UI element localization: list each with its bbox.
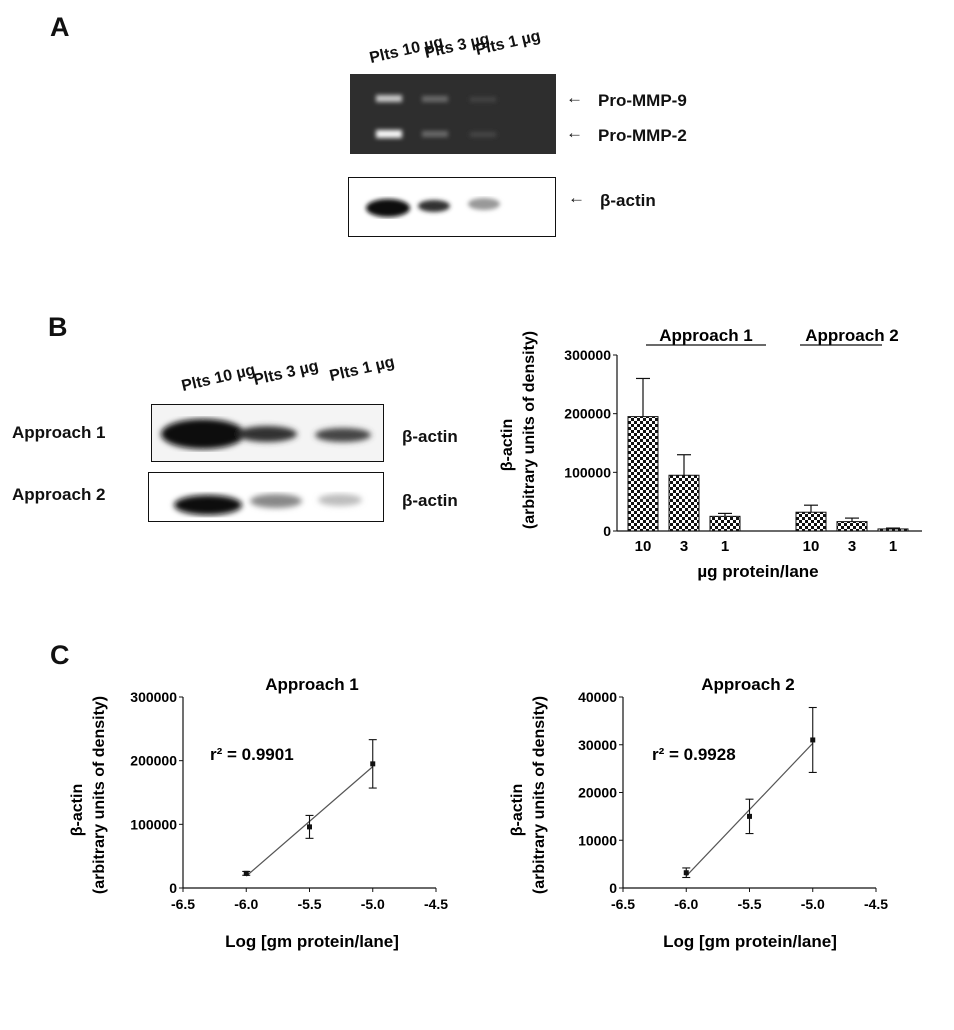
scatter2-xlabel: Log [gm protein/lane] xyxy=(663,932,837,951)
scatter1-y-tick-label: 200000 xyxy=(130,753,177,769)
label-pro-mmp-2: Pro-MMP-2 xyxy=(598,126,687,145)
arrow-pro-mmp-9: ← xyxy=(566,88,583,107)
scatter2-x-tick-label: -6.5 xyxy=(611,896,635,912)
bar-plot-area: 0 100000 200000 300000 Approach 1 10 3 1 Approac… xyxy=(564,326,922,555)
scatter2-y-tick-label: 20000 xyxy=(578,785,617,801)
scatter2-y-tick-label: 40000 xyxy=(578,689,617,705)
scatter2-x-tick-label: -5.0 xyxy=(801,896,825,912)
scatter1-y-tick-label: 300000 xyxy=(130,689,177,705)
bar-category-label: 10 xyxy=(803,538,820,555)
panel-letter-b: B xyxy=(48,312,68,342)
scatter2-y-tick-label: 30000 xyxy=(578,737,617,753)
panel-letter-c: C xyxy=(50,640,70,670)
panel-letter-a: A xyxy=(50,12,70,42)
bar-y-tick-label: 300000 xyxy=(564,347,611,363)
scatter1-title: Approach 1 xyxy=(265,675,359,694)
label-actin-approach-2: β-actin xyxy=(402,491,458,510)
scatter2-y-tick-label: 10000 xyxy=(578,832,617,848)
bar-category-label: 3 xyxy=(680,538,688,555)
scatter1-x-tick-label: -6.0 xyxy=(234,896,258,912)
scatter1-ylabel2: (arbitrary units of density) xyxy=(91,696,108,894)
bar-category-label: 1 xyxy=(889,538,897,555)
bar-category-label: 1 xyxy=(721,538,729,555)
zymogram-gel xyxy=(350,74,556,154)
scatter1-x-tick-label: -5.0 xyxy=(361,896,385,912)
bar-category-label: 10 xyxy=(635,538,652,555)
scatter-chart-approach-1: β-actin (arbitrary units of density) App… xyxy=(69,675,448,951)
scatter2-title: Approach 2 xyxy=(701,675,795,694)
lane-label-b-3: Plts 3 µg xyxy=(251,357,321,390)
bar-y-tick-label: 100000 xyxy=(564,464,611,480)
bar-chart-ylabel2: (arbitrary units of density) xyxy=(521,331,538,529)
label-actin-a: β-actin xyxy=(600,191,656,210)
bar-chart-ylabel: β-actin xyxy=(499,419,516,471)
scatter2-y-tick-label: 0 xyxy=(609,880,617,896)
scatter1-plot-area: 0 100000 200000 300000 -6.5 -6.0 -5.5 -5.0 -4.5 xyxy=(130,689,448,912)
arrow-pro-mmp-2: ← xyxy=(566,123,583,142)
arrow-actin-a: ← xyxy=(568,188,585,207)
scatter1-y-tick-label: 0 xyxy=(169,880,177,896)
scatter2-x-tick-label: -5.5 xyxy=(737,896,761,912)
bar-y-tick-label: 200000 xyxy=(564,406,611,422)
lane-label-b-10: Plts 10 µg xyxy=(179,361,257,396)
bar xyxy=(627,416,659,532)
scatter2-annotation: r² = 0.9928 xyxy=(652,745,736,764)
scatter1-ylabel: β-actin xyxy=(69,784,86,836)
actin-western-a xyxy=(348,177,556,237)
scatter2-x-tick-label: -4.5 xyxy=(864,896,888,912)
bar xyxy=(877,528,909,532)
scatter2-x-tick-label: -6.0 xyxy=(674,896,698,912)
scatter1-data-point xyxy=(243,870,249,876)
scatter1-data-point xyxy=(370,761,376,767)
scatter2-data-point xyxy=(810,737,816,743)
scatter2-data-point xyxy=(747,813,752,819)
scatter2-data-point xyxy=(683,870,689,876)
bar xyxy=(836,521,868,532)
scatter2-ylabel2: (arbitrary units of density) xyxy=(531,696,548,894)
actin-western-approach-1 xyxy=(151,404,384,462)
bar-chart-xlabel: µg protein/lane xyxy=(697,562,818,581)
bar-group-title: Approach 2 xyxy=(805,326,899,345)
scatter2-plot-area: 0 10000 20000 30000 40000 -6.5 -6.0 -5.5 -5.0 -4.… xyxy=(578,689,888,912)
actin-western-approach-2 xyxy=(148,472,384,522)
bar xyxy=(795,511,827,532)
label-actin-approach-1: β-actin xyxy=(402,427,458,446)
scatter1-x-tick-label: -5.5 xyxy=(297,896,321,912)
scatter1-y-tick-label: 100000 xyxy=(130,816,177,832)
bar-chart: β-actin (arbitrary units of density) 0 10… xyxy=(499,326,922,581)
bar xyxy=(709,515,741,532)
scatter1-annotation: r² = 0.9901 xyxy=(210,745,294,764)
scatter2-ylabel: β-actin xyxy=(509,784,526,836)
scatter1-xlabel: Log [gm protein/lane] xyxy=(225,932,399,951)
scatter-chart-approach-2: β-actin (arbitrary units of density) App… xyxy=(509,675,888,951)
bar-group-title: Approach 1 xyxy=(659,326,753,345)
bar xyxy=(668,474,700,532)
row-label-approach-2: Approach 2 xyxy=(12,485,106,504)
label-pro-mmp-9: Pro-MMP-9 xyxy=(598,91,687,110)
scatter1-data-point xyxy=(307,824,312,830)
bar-y-tick-label: 0 xyxy=(603,523,611,539)
bar-category-label: 3 xyxy=(848,538,856,555)
lane-label-b-1: Plts 1 µg xyxy=(327,353,397,386)
scatter1-x-tick-label: -4.5 xyxy=(424,896,448,912)
scatter1-x-tick-label: -6.5 xyxy=(171,896,195,912)
row-label-approach-1: Approach 1 xyxy=(12,423,106,442)
